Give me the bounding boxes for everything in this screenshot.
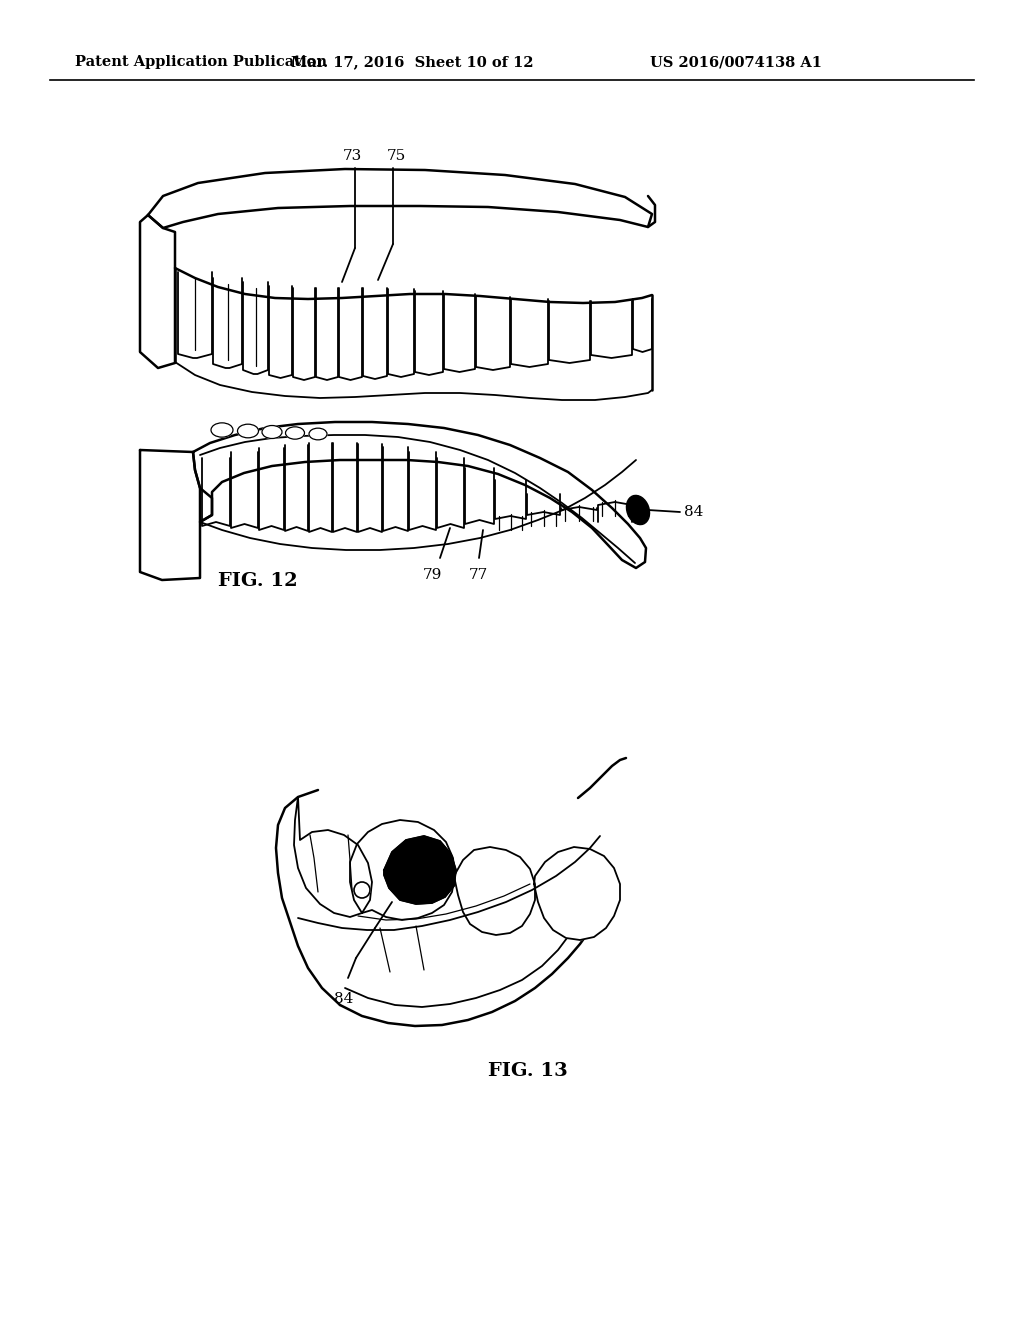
Ellipse shape	[627, 495, 649, 524]
Polygon shape	[534, 847, 620, 940]
Circle shape	[354, 882, 370, 898]
Polygon shape	[140, 450, 212, 579]
Polygon shape	[294, 797, 372, 917]
Polygon shape	[454, 847, 535, 935]
Text: Mar. 17, 2016  Sheet 10 of 12: Mar. 17, 2016 Sheet 10 of 12	[291, 55, 534, 69]
Ellipse shape	[238, 424, 258, 438]
Polygon shape	[140, 215, 175, 368]
Text: 84: 84	[684, 506, 703, 519]
Text: 77: 77	[468, 568, 487, 582]
Ellipse shape	[262, 425, 282, 438]
Text: 73: 73	[342, 149, 361, 162]
Ellipse shape	[286, 426, 304, 440]
Polygon shape	[384, 836, 456, 904]
Polygon shape	[350, 820, 455, 920]
Text: 79: 79	[422, 568, 441, 582]
Ellipse shape	[309, 428, 327, 440]
Text: 84: 84	[334, 993, 353, 1006]
Polygon shape	[148, 169, 652, 228]
Text: 75: 75	[386, 149, 406, 162]
Text: US 2016/0074138 A1: US 2016/0074138 A1	[650, 55, 822, 69]
Polygon shape	[193, 422, 646, 568]
Text: Patent Application Publication: Patent Application Publication	[75, 55, 327, 69]
Text: FIG. 13: FIG. 13	[488, 1063, 567, 1080]
Text: FIG. 12: FIG. 12	[218, 572, 298, 590]
Ellipse shape	[211, 422, 233, 437]
